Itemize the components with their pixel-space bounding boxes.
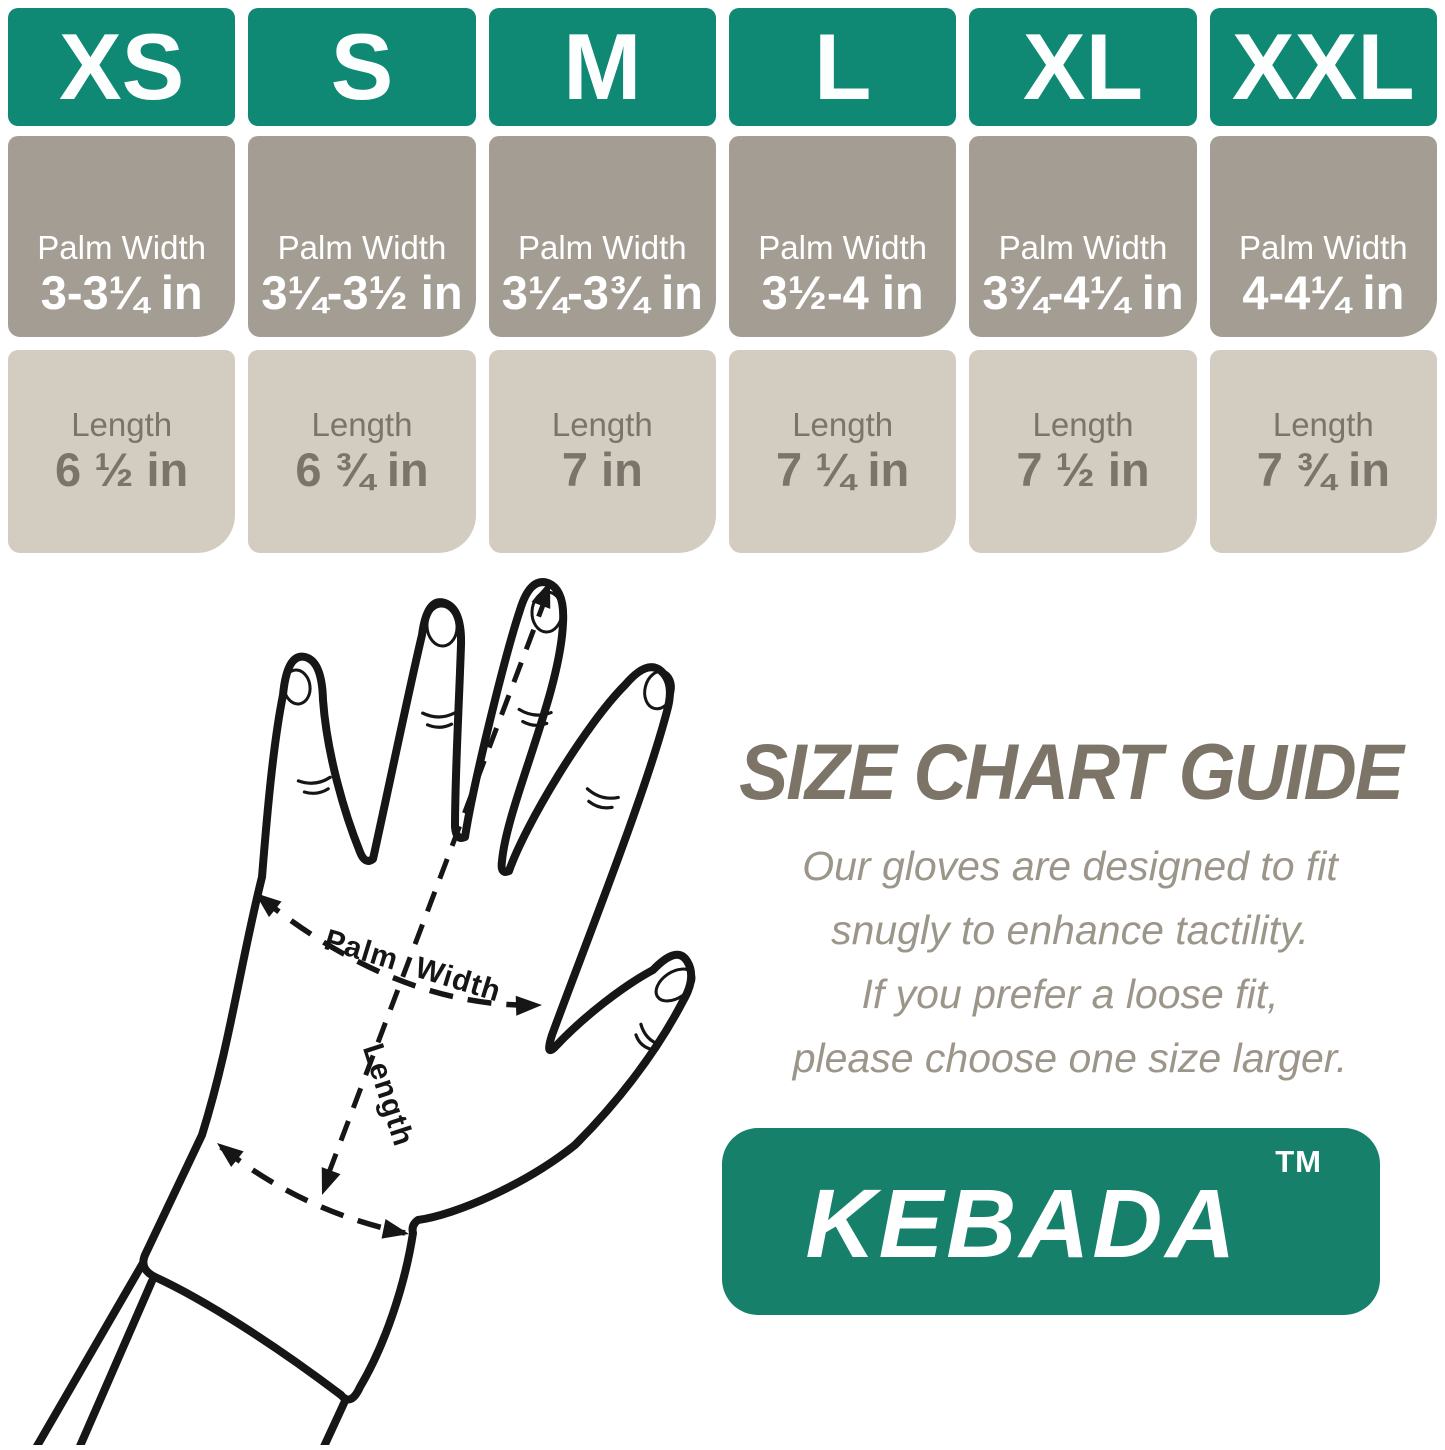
size-header: M [488,8,716,126]
palm-width-cell: Palm Width 3¾-4¼ in [969,136,1197,337]
size-column-s: S Palm Width 3¼-3½ in Length 6 ¾ in [248,8,476,553]
length-cell: Length 7 ¾ in [1209,350,1437,553]
hand-measurement-diagram: Palm Width Length [15,565,735,1450]
palm-width-label: Palm Width [998,229,1168,266]
length-cell: Length 7 ½ in [969,350,1197,553]
length-label: Length [551,406,653,443]
size-column-m: M Palm Width 3¼-3¾ in Length 7 in [488,8,716,553]
length-label: Length [71,406,173,443]
guide-line: snugly to enhance tactility. [831,907,1309,953]
length-cell: Length 6 ¾ in [248,350,476,553]
palm-width-label: Palm Width [517,229,687,266]
palm-width-label: Palm Width [37,229,207,266]
size-header: L [728,8,957,126]
length-measure-line [321,581,551,1195]
palm-width-measure-line [255,893,542,1016]
palm-width-label: Palm Width [1238,229,1408,266]
palm-width-label: Palm Width [277,229,447,266]
guide-body: Our gloves are designed to fit snugly to… [730,834,1410,1090]
palm-width-value: 4-4¼ in [1242,266,1405,319]
length-value: 7 ¾ in [1256,443,1390,496]
palm-width-cell: Palm Width 3½-4 in [728,136,957,337]
palm-width-value: 3¼-3½ in [261,266,463,319]
wrist-measure-line [217,1143,409,1239]
length-value: 7 ½ in [1016,443,1150,496]
knuckle-creases [296,707,662,1051]
brand-name: KEBADA [805,1168,1239,1278]
palm-width-cell: Palm Width 4-4¼ in [1209,136,1437,337]
size-header: XS [8,8,236,126]
length-cell: Length 7 in [488,350,716,553]
size-column-xl: XL Palm Width 3¾-4¼ in Length 7 ½ in [969,8,1197,553]
length-cell: Length 6 ½ in [8,350,236,553]
palm-width-cell: Palm Width 3¼-3¾ in [488,136,716,337]
trademark-symbol: TM [1275,1144,1322,1179]
length-cell: Length 7 ¼ in [728,350,957,553]
length-label: Length [1272,406,1374,443]
guide-title: SIZE CHART GUIDE [739,727,1404,816]
palm-width-value: 3¼-3¾ in [501,266,703,319]
guide-line: Our gloves are designed to fit [802,843,1338,889]
size-column-xxl: XXL Palm Width 4-4¼ in Length 7 ¾ in [1209,8,1437,553]
length-label: Length [792,406,894,443]
size-header: XXL [1209,8,1437,126]
palm-width-value: 3-3¼ in [40,266,203,319]
palm-width-value: 3½-4 in [761,266,924,319]
size-column-l: L Palm Width 3½-4 in Length 7 ¼ in [728,8,957,553]
length-label: Length [311,406,413,443]
brand-logo: KEBADA TM [722,1128,1380,1315]
palm-width-value: 3¾-4¼ in [982,266,1184,319]
size-table: XS Palm Width 3-3¼ in Length 6 ½ in S Pa… [8,8,1437,553]
forearm-lines [30,1259,349,1450]
hand-outline [139,578,696,1404]
length-value: 6 ½ in [55,443,189,496]
length-value: 7 ¼ in [776,443,910,496]
size-header: XL [969,8,1197,126]
guide-line: If you prefer a loose fit, [861,971,1279,1017]
size-column-xs: XS Palm Width 3-3¼ in Length 6 ½ in [8,8,236,553]
length-value: 6 ¾ in [295,443,429,496]
hand-diagram-svg: Palm Width Length [30,578,696,1450]
palm-width-cell: Palm Width 3-3¼ in [8,136,236,337]
length-value: 7 in [561,443,643,496]
guide-line: please choose one size larger. [792,1035,1348,1081]
palm-width-label: Palm Width [758,229,928,266]
size-header: S [248,8,476,126]
palm-width-cell: Palm Width 3¼-3½ in [248,136,476,337]
length-label: Length [1032,406,1134,443]
